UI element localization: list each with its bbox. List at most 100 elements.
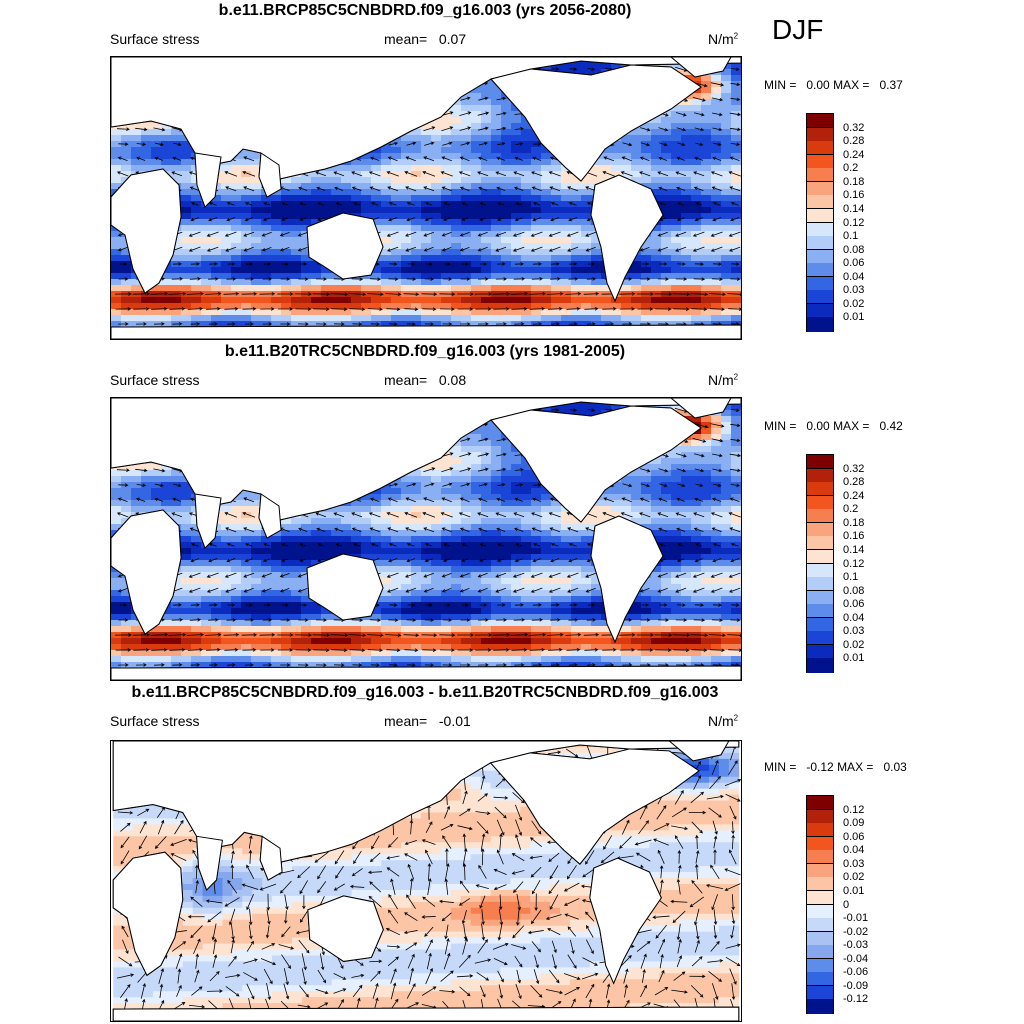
vector-arrow: [190, 322, 201, 326]
vector-arrow: [299, 880, 308, 895]
vector-arrow: [407, 863, 415, 880]
vector-arrow: [175, 953, 183, 970]
vector-arrow: [120, 822, 131, 832]
vector-arrow: [492, 633, 511, 637]
vector-arrow: [137, 808, 150, 817]
vector-arrow: [351, 512, 363, 518]
vector-arrow: [302, 895, 306, 910]
vector-arrow: [369, 959, 383, 963]
panel-2-minmax: MIN = 0.00 MAX = 0.42: [764, 419, 903, 433]
vector-arrow: [172, 497, 182, 502]
vector-arrow: [653, 823, 670, 832]
vector-arrow: [550, 558, 560, 563]
vector-arrow: [674, 835, 684, 849]
vector-arrow: [619, 307, 636, 311]
vector-arrow: [242, 512, 256, 518]
vector-arrow: [694, 468, 705, 473]
vector-arrow: [731, 983, 736, 1000]
vector-arrow: [205, 632, 222, 637]
vector-arrow: [677, 603, 686, 607]
vector-arrow: [314, 851, 329, 863]
vector-arrow: [654, 292, 673, 296]
vector-arrow: [459, 156, 470, 162]
vector-arrow: [603, 497, 615, 503]
vector-arrow: [297, 232, 308, 237]
panel-3-mean-value: -0.01: [438, 713, 471, 729]
vector-arrow: [423, 126, 436, 132]
vector-arrow: [297, 247, 308, 252]
vector-arrow: [150, 291, 169, 296]
vector-arrow: [654, 987, 669, 996]
panel-1-colorbar-tick-label: 0.02: [843, 297, 865, 310]
vector-arrow: [639, 512, 651, 518]
panel-1-colorbar-swatch: [807, 154, 833, 169]
vector-arrow: [550, 277, 561, 281]
vector-arrow: [188, 572, 201, 578]
vector-arrow: [228, 908, 236, 926]
vector-arrow: [259, 633, 276, 637]
vector-arrow: [713, 483, 722, 488]
vector-arrow: [460, 277, 471, 281]
vector-arrow: [317, 881, 327, 894]
vector-arrow: [116, 171, 129, 177]
vector-arrow: [424, 322, 434, 326]
vector-arrow: [586, 925, 594, 938]
vector-arrow: [478, 864, 487, 879]
vector-arrow: [695, 850, 700, 864]
vector-arrow: [188, 587, 201, 593]
vector-arrow: [243, 246, 254, 252]
panel-3-colorbar-tick-label: -0.01: [843, 912, 869, 925]
vector-arrow: [548, 246, 561, 252]
vector-arrow: [566, 231, 579, 237]
vector-arrow: [705, 883, 724, 890]
vector-arrow: [262, 558, 271, 563]
vector-arrow: [439, 633, 456, 637]
vector-arrow: [193, 938, 201, 955]
vector-arrow: [497, 603, 506, 607]
vector-arrow: [566, 307, 581, 311]
antarctica-landmass-mask: [112, 1006, 740, 1021]
vector-arrow: [710, 423, 725, 428]
vector-arrow: [118, 277, 129, 281]
vector-arrow: [513, 277, 526, 281]
vector-arrow: [495, 277, 508, 281]
vector-arrow: [426, 952, 432, 970]
vector-arrow: [460, 618, 471, 622]
vector-arrow: [387, 587, 399, 593]
vector-arrow: [530, 909, 542, 925]
vector-arrow: [475, 648, 492, 652]
vector-arrow: [497, 262, 506, 266]
vector-arrow: [441, 572, 452, 578]
vector-arrow: [297, 663, 309, 667]
vector-arrow: [441, 467, 454, 473]
vector-arrow: [712, 127, 723, 132]
panel-1-colorbar-swatch: [807, 249, 833, 264]
southeast-asia-landmass-mask: [259, 835, 283, 881]
vector-arrow: [512, 572, 525, 578]
vector-arrow: [547, 928, 561, 936]
vector-arrow: [386, 307, 401, 311]
vector-arrow: [480, 775, 486, 790]
vector-arrow: [516, 893, 522, 911]
vector-arrow: [585, 587, 596, 593]
vector-arrow: [550, 618, 561, 622]
vector-arrow: [689, 974, 706, 979]
vector-arrow: [171, 941, 187, 952]
vector-arrow: [658, 468, 669, 473]
vector-arrow: [724, 778, 741, 787]
vector-arrow: [729, 968, 737, 985]
vector-arrow: [248, 908, 253, 926]
vector-arrow: [497, 970, 504, 983]
panel-2-colorbar-tick-label: 0.1: [843, 571, 859, 584]
vector-arrow: [406, 618, 417, 622]
vector-arrow: [352, 663, 363, 667]
vector-arrow: [206, 648, 221, 652]
panel-1-variable: Surface stress: [110, 31, 200, 47]
vector-arrow: [443, 202, 451, 206]
vector-arrow: [442, 277, 453, 281]
vector-arrow: [549, 527, 561, 533]
vector-arrow: [189, 186, 200, 192]
vector-arrow: [441, 126, 454, 132]
panel-1-colorbar-tick-label: 0.01: [843, 311, 865, 324]
vector-arrow: [659, 543, 666, 547]
